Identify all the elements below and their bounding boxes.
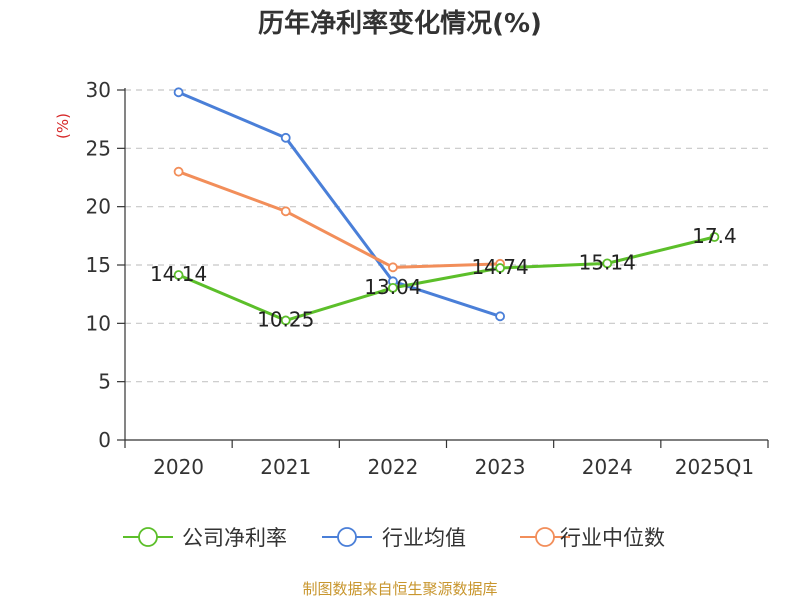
data-labels: 14.14 10.25 13.04 14.74 15.14 17.4 [150,224,737,331]
series-line [177,235,716,322]
chart-title: 历年净利率变化情况(%) [258,8,542,39]
y-tick-label: 30 [86,78,111,102]
x-tick-label: 2023 [475,455,526,479]
series-line [177,170,502,269]
legend-marker-icon [138,527,158,547]
data-point [173,166,184,177]
data-point [388,262,398,273]
y-tick-label: 10 [86,311,111,335]
x-tick-label: 2024 [582,455,633,479]
x-tick-label: 2020 [153,455,204,479]
legend[interactable]: 公司净利率 行业均值 行业中位数 [123,526,665,550]
y-tick-label: 20 [86,195,111,219]
series-line [177,90,502,318]
data-point [388,282,398,293]
legend-item[interactable]: 行业中位数 [520,526,665,550]
legend-label: 行业中位数 [560,526,665,550]
y-tick-label: 5 [98,370,111,394]
data-point [709,232,720,242]
x-tick-label: 2021 [260,455,311,479]
x-tick-label: 2022 [367,455,418,479]
axes: 0 5 10 15 20 25 30 2020 2021 2022 2023 2024 2025Q1 [86,78,769,479]
data-label: 15.14 [579,250,636,274]
data-label: 17.4 [692,224,737,248]
y-axis-unit: (%) [54,113,72,139]
y-tick-label: 15 [86,253,111,277]
grid-lines [125,89,768,383]
data-point [602,258,613,269]
data-point [495,263,505,273]
y-tick-label: 25 [86,136,111,160]
data-label: 13.04 [364,275,421,299]
series-lines [173,87,720,326]
legend-marker-icon [535,527,555,547]
legend-marker-icon [337,527,357,547]
legend-label: 公司净利率 [182,526,287,550]
data-label: 14.14 [150,262,207,286]
data-point [173,87,184,98]
data-point [495,311,505,322]
data-label: 10.25 [257,307,314,331]
y-tick-label: 0 [98,428,111,452]
x-tick-label: 2025Q1 [675,455,754,479]
data-point [280,132,291,143]
data-label: 14.74 [471,255,528,279]
data-point [280,206,291,217]
legend-item[interactable]: 公司净利率 [123,526,287,550]
legend-item[interactable]: 行业均值 [322,526,466,550]
data-point [280,315,291,326]
data-point [173,270,184,280]
legend-label: 行业均值 [382,526,466,550]
source-note: 制图数据来自恒生聚源数据库 [302,580,497,598]
